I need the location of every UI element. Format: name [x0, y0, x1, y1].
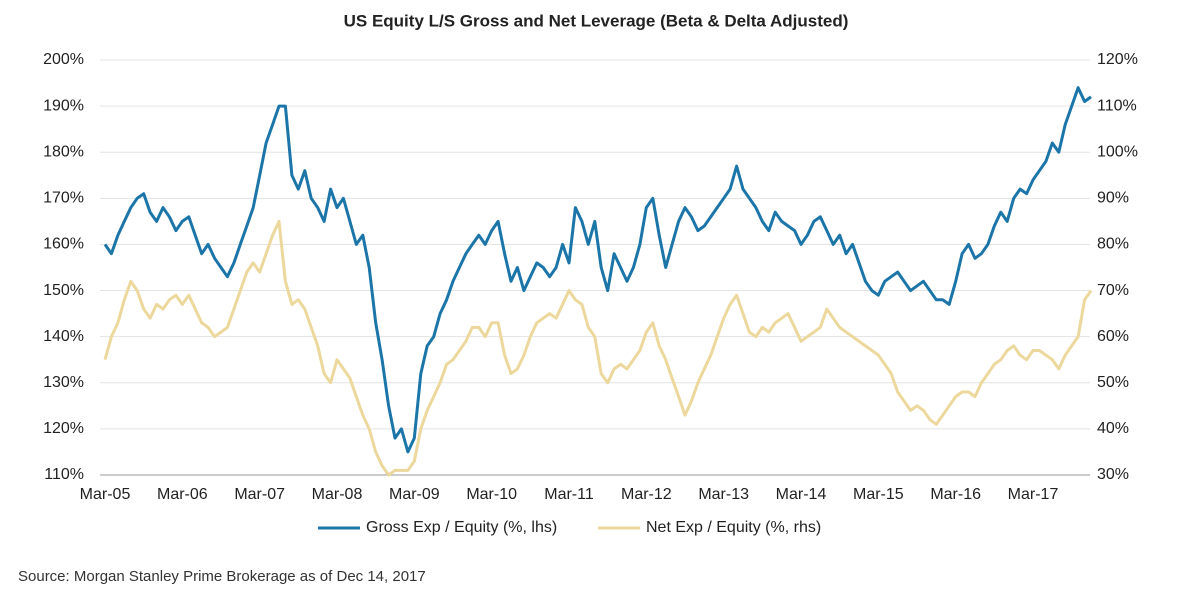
series-line — [103, 219, 1093, 477]
x-tick-label: Mar-13 — [698, 486, 749, 503]
x-tick-label: Mar-08 — [312, 486, 363, 503]
y2-tick-label: 60% — [1097, 328, 1129, 345]
y2-tick-label: 100% — [1097, 143, 1138, 160]
y2-tick-label: 70% — [1097, 282, 1129, 299]
x-tick-label: Mar-11 — [544, 486, 594, 503]
y-tick-label: 120% — [43, 420, 84, 437]
y-tick-label: 150% — [43, 282, 84, 299]
x-tick-label: Mar-16 — [930, 486, 981, 503]
y-tick-label: 160% — [43, 236, 84, 253]
x-tick-label: Mar-14 — [776, 486, 827, 503]
y-tick-label: 110% — [44, 466, 84, 483]
x-tick-label: Mar-07 — [234, 486, 285, 503]
y-tick-label: 180% — [43, 143, 84, 160]
y2-tick-label: 40% — [1097, 420, 1129, 437]
y-tick-label: 140% — [43, 328, 84, 345]
source-note: Source: Morgan Stanley Prime Brokerage a… — [18, 568, 426, 585]
y2-tick-label: 50% — [1097, 374, 1129, 391]
x-tick-label: Mar-10 — [466, 486, 517, 503]
series-line — [103, 86, 1092, 454]
y2-tick-label: 80% — [1097, 236, 1129, 253]
x-tick-label: Mar-06 — [157, 486, 208, 503]
y2-tick-label: 110% — [1097, 97, 1137, 114]
x-tick-label: Mar-12 — [621, 486, 672, 503]
x-tick-label: Mar-05 — [80, 486, 131, 503]
y2-tick-label: 30% — [1097, 466, 1129, 483]
legend-label: Net Exp / Equity (%, rhs) — [646, 519, 821, 536]
x-tick-label: Mar-09 — [389, 486, 440, 503]
y2-tick-label: 120% — [1097, 51, 1138, 68]
y-tick-label: 200% — [43, 51, 84, 68]
y-tick-label: 170% — [43, 190, 84, 207]
y-tick-label: 190% — [43, 97, 84, 114]
x-tick-label: Mar-15 — [853, 486, 904, 503]
y2-tick-label: 90% — [1097, 190, 1129, 207]
chart-title: US Equity L/S Gross and Net Leverage (Be… — [344, 11, 849, 30]
y-tick-label: 130% — [43, 374, 84, 391]
x-tick-label: Mar-17 — [1008, 486, 1059, 503]
legend-label: Gross Exp / Equity (%, lhs) — [366, 519, 557, 536]
